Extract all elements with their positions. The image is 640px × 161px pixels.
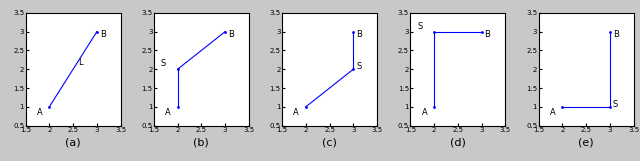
Text: B: B <box>484 30 490 39</box>
X-axis label: (d): (d) <box>450 137 466 147</box>
Text: S: S <box>612 100 618 109</box>
X-axis label: (a): (a) <box>65 137 81 147</box>
Text: B: B <box>612 30 618 39</box>
Text: A: A <box>293 108 299 117</box>
X-axis label: (b): (b) <box>193 137 209 147</box>
Text: S: S <box>161 59 166 68</box>
Text: S: S <box>417 22 422 31</box>
Text: B: B <box>228 30 234 39</box>
Text: A: A <box>165 108 171 117</box>
X-axis label: (c): (c) <box>322 137 337 147</box>
Text: A: A <box>550 108 556 117</box>
X-axis label: (e): (e) <box>579 137 594 147</box>
Text: A: A <box>422 108 428 117</box>
Text: S: S <box>356 62 362 71</box>
Text: A: A <box>37 108 43 117</box>
Text: L: L <box>78 58 83 67</box>
Text: B: B <box>356 30 362 39</box>
Text: B: B <box>100 30 106 39</box>
